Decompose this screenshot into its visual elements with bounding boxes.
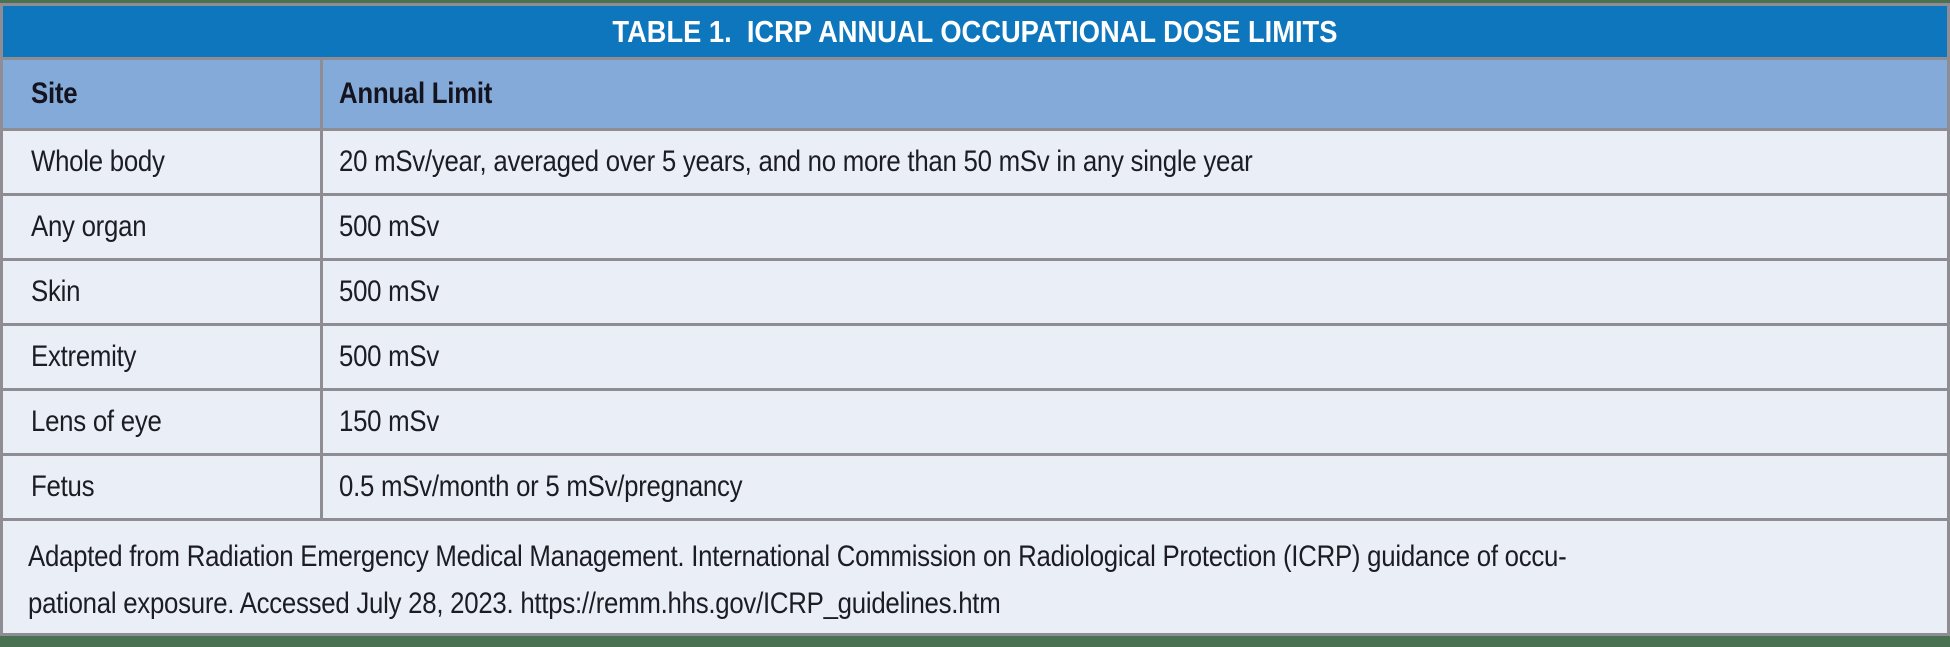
limit-cell: 150 mSv (323, 391, 1947, 453)
site-value: Lens of eye (31, 405, 162, 438)
table-title: TABLE 1. ICRP ANNUAL OCCUPATIONAL DOSE L… (612, 13, 1338, 49)
site-cell: Whole body (3, 131, 323, 193)
table-row-lens-of-eye: Lens of eye 150 mSv (3, 391, 1947, 456)
limit-cell: 20 mSv/year, averaged over 5 years, and … (323, 131, 1947, 193)
table-row-extremity: Extremity 500 mSv (3, 326, 1947, 391)
limit-cell: 500 mSv (323, 326, 1947, 388)
site-cell: Skin (3, 261, 323, 323)
table-row-skin: Skin 500 mSv (3, 261, 1947, 326)
limit-value: 0.5 mSv/month or 5 mSv/pregnancy (339, 470, 743, 503)
limit-cell: 500 mSv (323, 196, 1947, 258)
table-title-bar: TABLE 1. ICRP ANNUAL OCCUPATIONAL DOSE L… (3, 6, 1947, 60)
site-value: Fetus (31, 470, 95, 503)
site-cell: Any organ (3, 196, 323, 258)
footnote-line-1: Adapted from Radiation Emergency Medical… (28, 540, 1567, 573)
site-value: Extremity (31, 340, 137, 373)
column-header-annual-limit: Annual Limit (323, 60, 1947, 128)
bottom-rule (0, 636, 1950, 647)
limit-cell: 500 mSv (323, 261, 1947, 323)
limit-value: 20 mSv/year, averaged over 5 years, and … (339, 145, 1253, 178)
limit-value: 500 mSv (339, 210, 440, 243)
table-footnote: Adapted from Radiation Emergency Medical… (3, 521, 1947, 633)
table-header-row: Site Annual Limit (3, 60, 1947, 131)
table-frame: TABLE 1. ICRP ANNUAL OCCUPATIONAL DOSE L… (0, 3, 1950, 636)
site-cell: Fetus (3, 456, 323, 518)
column-header-site-label: Site (31, 77, 78, 110)
top-rule (0, 0, 1950, 3)
footnote-line-2: pational exposure. Accessed July 28, 202… (28, 587, 1001, 620)
site-cell: Lens of eye (3, 391, 323, 453)
limit-value: 500 mSv (339, 340, 440, 373)
site-value: Whole body (31, 145, 165, 178)
site-value: Any organ (31, 210, 147, 243)
limit-cell: 0.5 mSv/month or 5 mSv/pregnancy (323, 456, 1947, 518)
site-cell: Extremity (3, 326, 323, 388)
table-row-fetus: Fetus 0.5 mSv/month or 5 mSv/pregnancy (3, 456, 1947, 521)
limit-value: 500 mSv (339, 275, 440, 308)
column-header-site: Site (3, 60, 323, 128)
table-row-whole-body: Whole body 20 mSv/year, averaged over 5 … (3, 131, 1947, 196)
limit-value: 150 mSv (339, 405, 440, 438)
site-value: Skin (31, 275, 81, 308)
column-header-annual-limit-label: Annual Limit (339, 77, 493, 110)
table-row-any-organ: Any organ 500 mSv (3, 196, 1947, 261)
